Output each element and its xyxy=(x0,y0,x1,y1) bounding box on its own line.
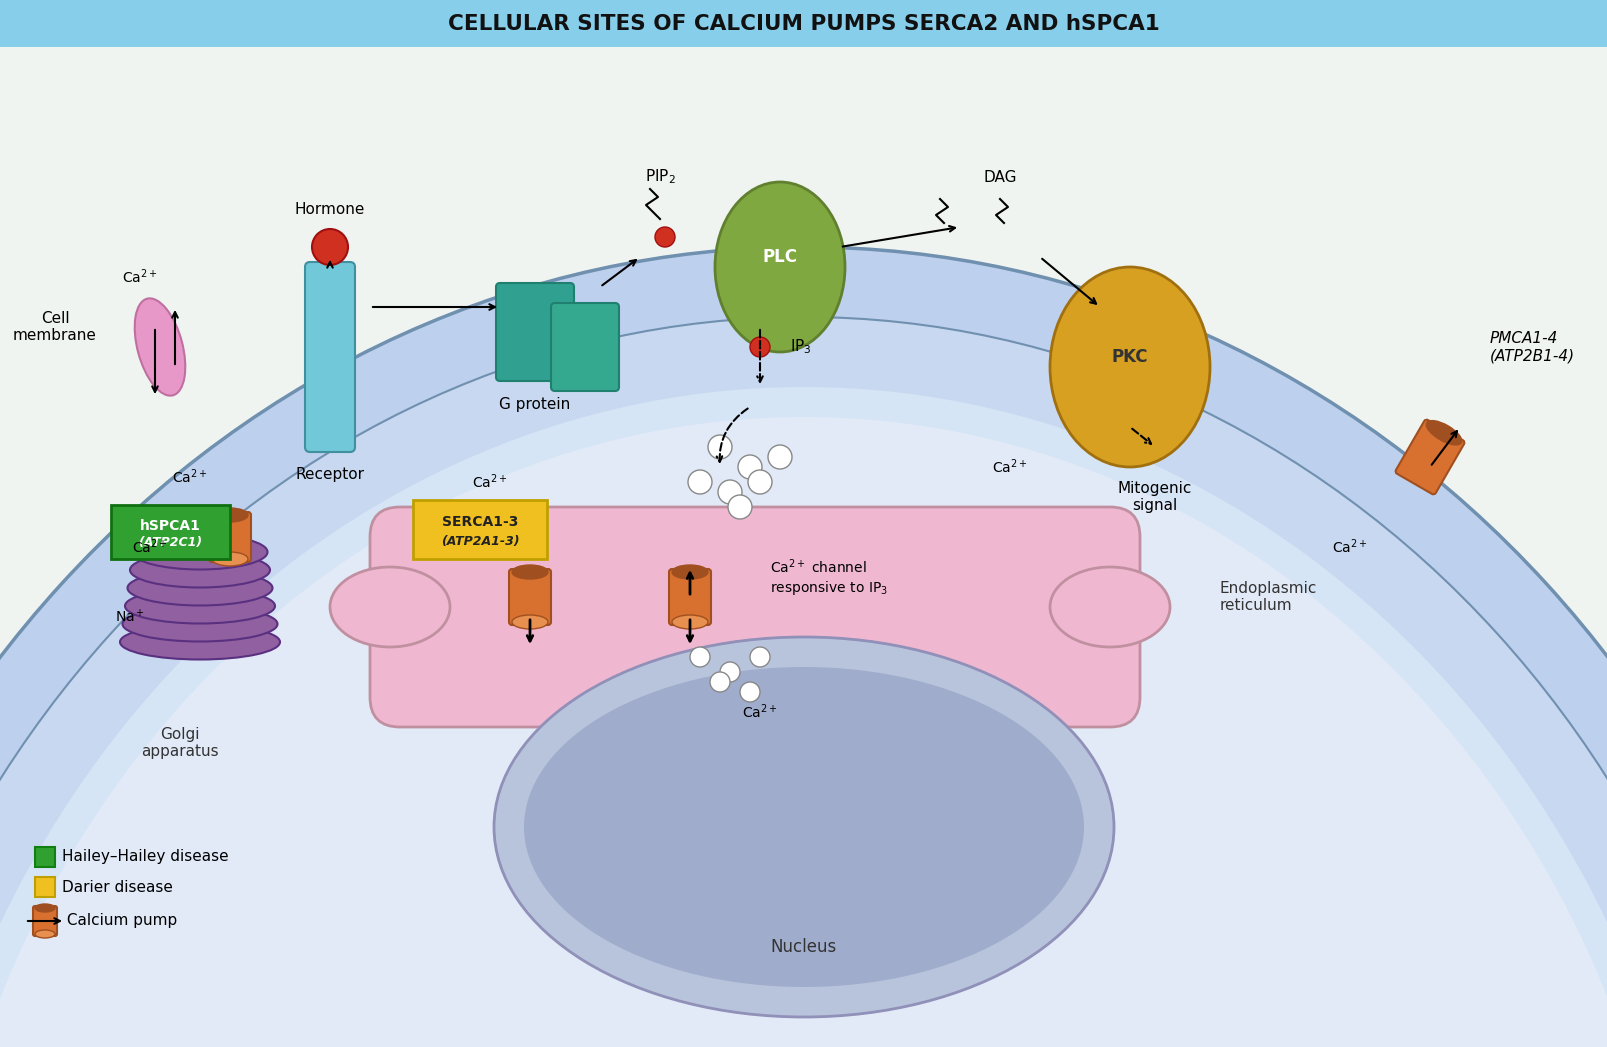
Ellipse shape xyxy=(511,615,548,629)
Circle shape xyxy=(710,672,730,692)
Ellipse shape xyxy=(0,387,1607,1047)
Text: hSPCA1
(ATP2C1): hSPCA1 (ATP2C1) xyxy=(137,519,204,547)
Ellipse shape xyxy=(329,567,450,647)
FancyBboxPatch shape xyxy=(34,906,56,936)
FancyBboxPatch shape xyxy=(1395,420,1464,494)
Ellipse shape xyxy=(135,298,185,396)
Text: (ATP2A1-3): (ATP2A1-3) xyxy=(440,535,519,548)
Ellipse shape xyxy=(212,552,247,566)
Circle shape xyxy=(738,455,762,478)
Ellipse shape xyxy=(132,535,267,570)
Ellipse shape xyxy=(493,637,1114,1017)
Ellipse shape xyxy=(1049,267,1208,467)
Text: DAG: DAG xyxy=(982,170,1016,184)
Text: Darier disease: Darier disease xyxy=(63,879,174,894)
FancyBboxPatch shape xyxy=(551,303,619,391)
Ellipse shape xyxy=(511,565,548,579)
Circle shape xyxy=(768,445,792,469)
Text: Ca$^{2+}$: Ca$^{2+}$ xyxy=(172,468,207,486)
Ellipse shape xyxy=(125,588,275,624)
Text: Endoplasmic
reticulum: Endoplasmic reticulum xyxy=(1220,581,1316,614)
FancyBboxPatch shape xyxy=(305,262,355,452)
Text: IP$_3$: IP$_3$ xyxy=(789,337,812,356)
Text: Na$^+$: Na$^+$ xyxy=(116,608,145,626)
Ellipse shape xyxy=(212,508,247,522)
Text: PIP$_2$: PIP$_2$ xyxy=(644,168,675,186)
Ellipse shape xyxy=(122,606,278,642)
FancyBboxPatch shape xyxy=(413,500,546,559)
Ellipse shape xyxy=(130,553,270,587)
FancyBboxPatch shape xyxy=(509,569,551,625)
Ellipse shape xyxy=(0,247,1607,1047)
Ellipse shape xyxy=(524,667,1083,987)
Circle shape xyxy=(688,470,712,494)
Text: Ca$^{2+}$: Ca$^{2+}$ xyxy=(1332,538,1368,556)
Ellipse shape xyxy=(672,565,707,579)
Circle shape xyxy=(749,647,770,667)
Circle shape xyxy=(654,227,675,247)
FancyBboxPatch shape xyxy=(112,510,227,559)
Bar xyxy=(0,0,1607,47)
Ellipse shape xyxy=(121,624,280,660)
Text: G protein: G protein xyxy=(500,397,570,413)
Text: CELLULAR SITES OF CALCIUM PUMPS SERCA2 AND hSPCA1: CELLULAR SITES OF CALCIUM PUMPS SERCA2 A… xyxy=(448,14,1159,34)
Text: Golgi
apparatus: Golgi apparatus xyxy=(141,727,219,759)
Circle shape xyxy=(312,229,347,265)
FancyBboxPatch shape xyxy=(111,505,230,559)
Circle shape xyxy=(718,480,741,504)
Text: Receptor: Receptor xyxy=(296,467,365,482)
Text: Ca$^{2+}$: Ca$^{2+}$ xyxy=(992,458,1027,476)
FancyBboxPatch shape xyxy=(495,283,574,381)
FancyBboxPatch shape xyxy=(209,512,251,562)
FancyBboxPatch shape xyxy=(370,507,1139,727)
Text: SERCA1-3: SERCA1-3 xyxy=(442,515,517,529)
Circle shape xyxy=(707,435,731,459)
Bar xyxy=(35,847,55,867)
Text: Hormone: Hormone xyxy=(294,202,365,217)
Text: Hailey–Hailey disease: Hailey–Hailey disease xyxy=(63,849,228,865)
Text: Mitogenic
signal: Mitogenic signal xyxy=(1117,481,1191,513)
Text: PLC: PLC xyxy=(762,248,797,266)
Bar xyxy=(35,877,55,897)
Text: (ATP2C1): (ATP2C1) xyxy=(138,535,202,549)
Ellipse shape xyxy=(127,571,272,605)
Ellipse shape xyxy=(35,930,55,938)
Text: PMCA1-4
(ATP2B1-4): PMCA1-4 (ATP2B1-4) xyxy=(1490,331,1575,363)
Text: Ca$^{2+}$: Ca$^{2+}$ xyxy=(122,268,157,286)
Text: Ca$^{2+}$: Ca$^{2+}$ xyxy=(742,703,778,721)
Circle shape xyxy=(728,495,752,519)
Text: (ATP2C1): (ATP2C1) xyxy=(138,529,202,541)
Circle shape xyxy=(749,337,770,357)
Ellipse shape xyxy=(0,417,1607,1047)
Text: hSPCA1: hSPCA1 xyxy=(140,519,201,533)
Circle shape xyxy=(689,647,710,667)
FancyBboxPatch shape xyxy=(669,569,710,625)
Text: Ca$^{2+}$ channel
responsive to IP$_3$: Ca$^{2+}$ channel responsive to IP$_3$ xyxy=(770,557,887,597)
Ellipse shape xyxy=(672,615,707,629)
Ellipse shape xyxy=(554,658,1053,817)
Circle shape xyxy=(720,662,739,682)
Text: Calcium pump: Calcium pump xyxy=(63,913,177,929)
Ellipse shape xyxy=(1049,567,1170,647)
Circle shape xyxy=(747,470,771,494)
Circle shape xyxy=(739,682,760,701)
Text: Cell
membrane: Cell membrane xyxy=(13,311,96,343)
Text: PKC: PKC xyxy=(1110,348,1147,366)
Text: Nucleus: Nucleus xyxy=(770,938,837,956)
Ellipse shape xyxy=(0,317,1607,1047)
Text: Ca$^{2+}$: Ca$^{2+}$ xyxy=(132,538,167,556)
Text: hSPCA1: hSPCA1 xyxy=(141,514,199,528)
Ellipse shape xyxy=(715,182,844,352)
Text: Ca$^{2+}$: Ca$^{2+}$ xyxy=(472,472,508,491)
Ellipse shape xyxy=(35,904,55,912)
Ellipse shape xyxy=(1425,421,1461,445)
